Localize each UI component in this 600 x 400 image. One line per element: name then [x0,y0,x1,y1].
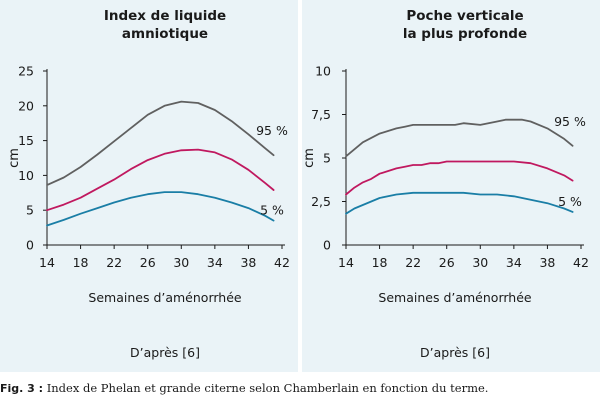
y-tick-label-left: 10 [18,168,34,183]
chart-right: 14 18 22 26 30 34 38 42 0 2,5 5 7,5 10 cm 95 % 5 % [302,64,589,271]
y-axis-label-left: cm [7,148,22,168]
series-line-left-p95 [46,100,275,187]
series-line-right-p50 [345,160,574,196]
x-tick-label-left: 26 [140,255,156,270]
y-tick-label-right: 7,5 [311,107,331,122]
x-tick-label-left: 38 [240,255,256,270]
y-tick-label-right: 0 [323,238,331,253]
x-axis-label-left: Semaines d’aménorrhée [88,290,242,305]
chart-title-left-line1: Index de liquide [103,8,227,24]
x-tick-label-left: 30 [173,255,189,270]
y-tick-label-left: 25 [18,64,34,79]
figure-caption-text: Index de Phelan et grande citerne selon … [46,381,489,395]
series-label-right-p95: 95 % [554,114,586,129]
series-line-left-p50 [46,148,275,212]
figure-caption: Fig. 3 : Index de Phelan et grande citer… [0,381,600,395]
chart-title-left: Index de liquide amniotique [40,7,290,43]
x-tick-label-left: 18 [73,255,89,270]
x-tick-label-left: 42 [274,255,290,270]
y-tick-label-left: 5 [26,203,34,218]
series-label-left-p95: 95 % [256,123,288,138]
y-tick-label-right: 2,5 [311,194,331,209]
figure-label: Fig. 3 : [0,382,44,395]
x-tick-label-right: 14 [338,255,354,270]
x-tick-label-left: 34 [207,255,223,270]
y-tick-label-right: 10 [315,64,331,79]
source-note-right: D’après [6] [420,345,490,360]
panel-background-left [0,0,298,372]
x-tick-label-right: 22 [405,255,421,270]
chart-left: 14 18 22 26 30 34 38 42 0 5 10 15 20 25 cm 95 % 5 % [7,64,290,271]
x-axis-label-right: Semaines d’aménorrhée [378,290,532,305]
chart-title-right-line2: la plus profonde [402,26,528,42]
series-label-right-p5: 5 % [558,194,582,209]
y-tick-label-left: 15 [18,133,34,148]
x-tick-label-right: 26 [439,255,455,270]
x-tick-label-right: 34 [506,255,522,270]
x-tick-label-right: 30 [472,255,488,270]
x-tick-label-left: 14 [39,255,55,270]
series-line-left-p5 [46,191,275,227]
y-tick-label-right: 5 [323,151,331,166]
series-line-right-p5 [345,191,574,215]
y-tick-label-left: 0 [26,238,34,253]
chart-title-right-line1: Poche verticale [406,8,524,24]
series-label-left-p5: 5 % [260,203,284,218]
series-line-right-p95 [345,118,574,158]
x-tick-label-right: 38 [539,255,555,270]
source-note-left: D’après [6] [130,345,200,360]
y-axis-label-right: cm [302,148,317,168]
y-tick-label-left: 20 [18,98,34,113]
chart-title-right: Poche verticale la plus profonde [340,7,590,43]
x-tick-label-right: 18 [372,255,388,270]
panel-background-right [302,0,600,372]
x-tick-label-right: 42 [573,255,589,270]
x-tick-label-left: 22 [106,255,122,270]
chart-title-left-line2: amniotique [121,26,209,42]
